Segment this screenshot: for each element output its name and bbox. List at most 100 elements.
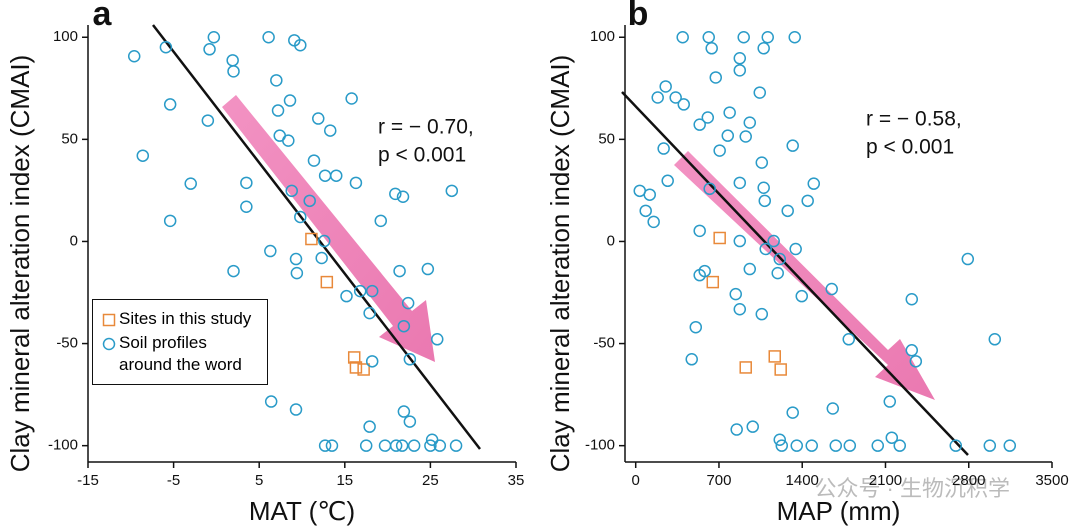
data-point: [303, 194, 316, 208]
data-point: [430, 333, 444, 346]
data-point: [651, 91, 664, 104]
data-point: [359, 439, 373, 452]
data-point: [1003, 439, 1017, 452]
data-point: [289, 252, 303, 266]
data-point: [801, 194, 814, 208]
data-point: [396, 190, 410, 203]
data-point: [807, 177, 821, 190]
data-point: [424, 439, 437, 452]
x-tick-label: 35: [508, 472, 525, 489]
y-axis-label: Clay mineral alteration index (CMAI): [5, 55, 35, 473]
data-point: [761, 31, 774, 44]
data-point: [759, 242, 772, 256]
data-point: [693, 118, 706, 131]
data-point: [285, 184, 298, 198]
data-point: [363, 306, 376, 320]
x-tick-label: 2800: [952, 472, 985, 489]
y-tick-label: -50: [56, 335, 78, 352]
x-tick-label: 700: [706, 472, 731, 489]
annotation: p < 0.001: [866, 136, 954, 159]
data-point: [445, 184, 459, 198]
data-point: [883, 395, 897, 408]
data-point: [340, 289, 353, 303]
data-point: [885, 431, 899, 444]
data-point: [746, 420, 759, 433]
data-point: [739, 361, 752, 374]
annotation: r = − 0.70,: [378, 116, 474, 139]
data-point: [393, 264, 406, 278]
data-point: [184, 177, 197, 190]
legend-marker: [102, 337, 116, 351]
data-point: [403, 415, 417, 428]
data-point: [305, 232, 318, 246]
legend-entry: Sites in this study: [101, 308, 259, 330]
x-tick-label: 0: [632, 472, 640, 489]
data-point: [706, 275, 720, 289]
data-point: [127, 49, 141, 63]
data-point: [775, 439, 789, 452]
data-point: [425, 433, 439, 446]
panel-label: b: [628, 0, 649, 33]
data-point: [357, 363, 370, 376]
data-point: [685, 353, 698, 366]
data-point: [871, 439, 885, 452]
data-point: [693, 224, 706, 238]
data-point: [773, 433, 786, 446]
data-point: [909, 355, 923, 368]
data-point: [893, 439, 907, 452]
legend-symbol: [102, 313, 116, 327]
data-point: [743, 116, 757, 129]
data-point: [227, 264, 240, 278]
data-point: [163, 98, 177, 111]
data-point: [730, 423, 743, 436]
data-point: [389, 187, 402, 201]
x-tick-label: -5: [167, 472, 180, 489]
x-axis-label: MAP (mm): [777, 496, 901, 526]
data-point: [163, 214, 177, 228]
data-point: [905, 292, 919, 306]
data-point: [203, 43, 216, 56]
data-point: [705, 42, 718, 55]
data-point: [729, 287, 742, 301]
x-tick-label: 2100: [869, 472, 902, 489]
x-tick-label: 5: [255, 472, 263, 489]
data-point: [643, 188, 656, 201]
data-point: [349, 176, 363, 190]
data-point: [743, 262, 757, 276]
data-point: [702, 31, 715, 44]
data-point: [201, 114, 215, 127]
data-point: [842, 333, 855, 346]
data-point: [768, 350, 781, 363]
data-point: [721, 129, 735, 142]
data-point: [795, 289, 808, 303]
y-tick-label: 100: [53, 28, 78, 45]
trend-arrow: [222, 95, 435, 362]
data-point: [325, 439, 339, 452]
data-point: [378, 439, 392, 452]
x-tick-label: 1400: [786, 472, 819, 489]
data-point: [320, 275, 334, 289]
data-point: [403, 353, 417, 366]
data-point: [639, 204, 652, 218]
data-point: [713, 144, 726, 157]
y-tick-label: -100: [585, 437, 615, 454]
y-axis-label: Clay mineral alteration index (CMAI): [545, 55, 575, 473]
data-point: [733, 234, 747, 248]
y-tick-label: -50: [593, 335, 615, 352]
data-point: [790, 439, 804, 452]
data-point: [983, 439, 997, 452]
data-point: [755, 307, 769, 321]
data-point: [739, 130, 752, 143]
data-point: [677, 98, 691, 111]
data-point: [733, 176, 747, 190]
legend: Sites in this study Soil profiles around …: [92, 299, 268, 385]
data-point: [271, 104, 285, 117]
data-point: [713, 231, 726, 245]
data-point: [283, 94, 297, 107]
data-point: [397, 405, 411, 418]
data-point: [363, 420, 376, 433]
y-tick-label: -100: [48, 437, 78, 454]
data-point: [661, 174, 674, 188]
annotation: r = − 0.58,: [866, 108, 962, 131]
data-point: [312, 112, 325, 125]
